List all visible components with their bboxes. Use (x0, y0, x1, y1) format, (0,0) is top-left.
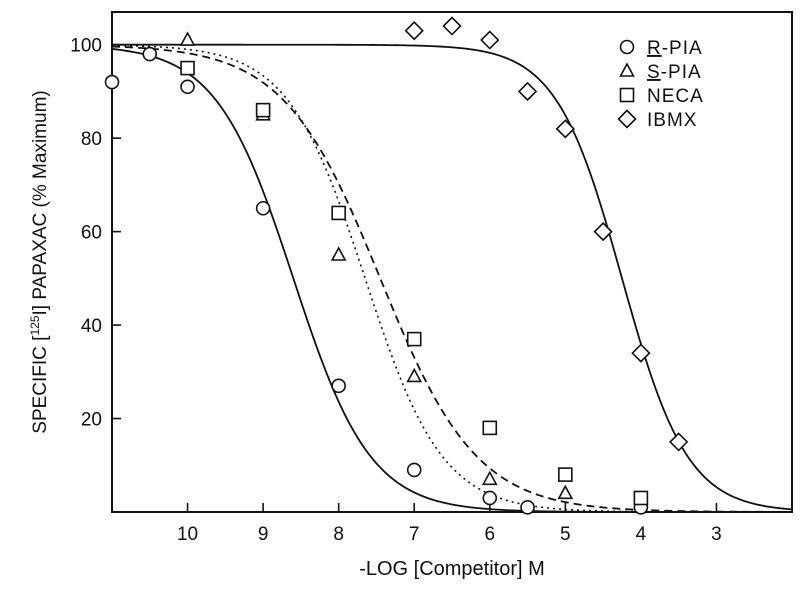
legend-label-ibmx: IBMX (647, 110, 697, 131)
x-tick-label: 7 (409, 524, 420, 545)
data-point-neca (331, 205, 346, 221)
data-markers (104, 16, 689, 515)
data-point-neca (558, 467, 573, 482)
data-point-ibmx (669, 432, 689, 452)
x-tick-label: 6 (484, 524, 495, 545)
legend-label-r-pia: R-PIA (647, 38, 703, 59)
y-tick-label: 40 (81, 316, 102, 337)
data-point-r-pia (180, 79, 195, 95)
data-point-s-pia (330, 246, 347, 261)
fit-curve-r-pia (111, 48, 792, 513)
data-point-ibmx (442, 16, 462, 36)
legend-label-s-pia: S-PIA (647, 62, 702, 83)
x-tick-label: 5 (560, 524, 571, 545)
data-point-ibmx (480, 30, 500, 50)
legend-marker-s-pia (619, 62, 635, 77)
data-point-s-pia (481, 470, 498, 486)
fit-curve-s-pia (111, 44, 792, 513)
data-point-s-pia (406, 367, 423, 383)
data-point-r-pia (142, 46, 158, 62)
data-point-r-pia (482, 490, 498, 506)
y-tick-label: 80 (81, 129, 102, 150)
data-point-neca (406, 331, 422, 347)
y-tick-label: 100 (70, 36, 102, 57)
data-point-r-pia (255, 200, 271, 216)
legend-label-underlined-letter: R (647, 38, 662, 59)
legend-marker-ibmx (617, 109, 637, 129)
y-axis-label-superscript: 125 (28, 315, 42, 335)
legend-marker-neca (619, 87, 635, 103)
data-point-r-pia (406, 462, 422, 478)
y-tick-label: 20 (81, 410, 102, 431)
data-point-neca (482, 420, 498, 436)
data-point-s-pia (179, 31, 196, 46)
legend-label-text: NECA (647, 86, 704, 107)
legend-label-text: -PIA (662, 38, 703, 59)
data-point-neca (633, 490, 649, 506)
data-point-r-pia (104, 74, 120, 90)
y-axis-label-pre: SPECIFIC [ (30, 335, 51, 434)
x-tick-label: 3 (711, 524, 722, 545)
data-point-ibmx (404, 21, 424, 41)
data-point-ibmx (555, 119, 575, 139)
data-point-ibmx (593, 221, 613, 242)
x-tick-label: 4 (636, 524, 647, 545)
data-point-neca (255, 102, 271, 118)
data-point-r-pia (331, 378, 346, 394)
legend-marker-r-pia (619, 39, 635, 55)
x-tick-label: 10 (177, 524, 198, 545)
legend-label-text: -PIA (661, 62, 702, 83)
data-point-r-pia (520, 500, 535, 515)
y-axis-label: SPECIFIC [125I] PAPAXAC (% Maximum) (28, 90, 51, 433)
data-point-ibmx (631, 343, 651, 363)
x-tick-label: 8 (333, 524, 344, 545)
x-axis-label: -LOG [Competitor] M (359, 558, 545, 580)
data-point-ibmx (517, 81, 538, 102)
y-tick-label: 60 (81, 223, 102, 244)
data-point-neca (180, 60, 195, 76)
legend-label-text: IBMX (647, 110, 697, 131)
legend-label-underlined-letter: S (647, 62, 661, 83)
y-axis-ticks: 20 40 60 80 100 (70, 36, 121, 431)
data-point-s-pia (557, 484, 574, 500)
plot-frame (111, 11, 793, 513)
legend-label-neca: NECA (647, 86, 704, 107)
x-tick-label: 9 (258, 524, 269, 545)
y-axis-label-isotope: I (30, 310, 51, 315)
y-axis-label-post: ] PAPAXAC (% Maximum) (30, 90, 51, 310)
fit-curve-neca (111, 45, 793, 513)
